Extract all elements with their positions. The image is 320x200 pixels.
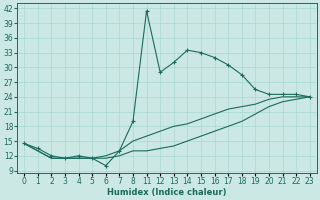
X-axis label: Humidex (Indice chaleur): Humidex (Indice chaleur) [107,188,227,197]
